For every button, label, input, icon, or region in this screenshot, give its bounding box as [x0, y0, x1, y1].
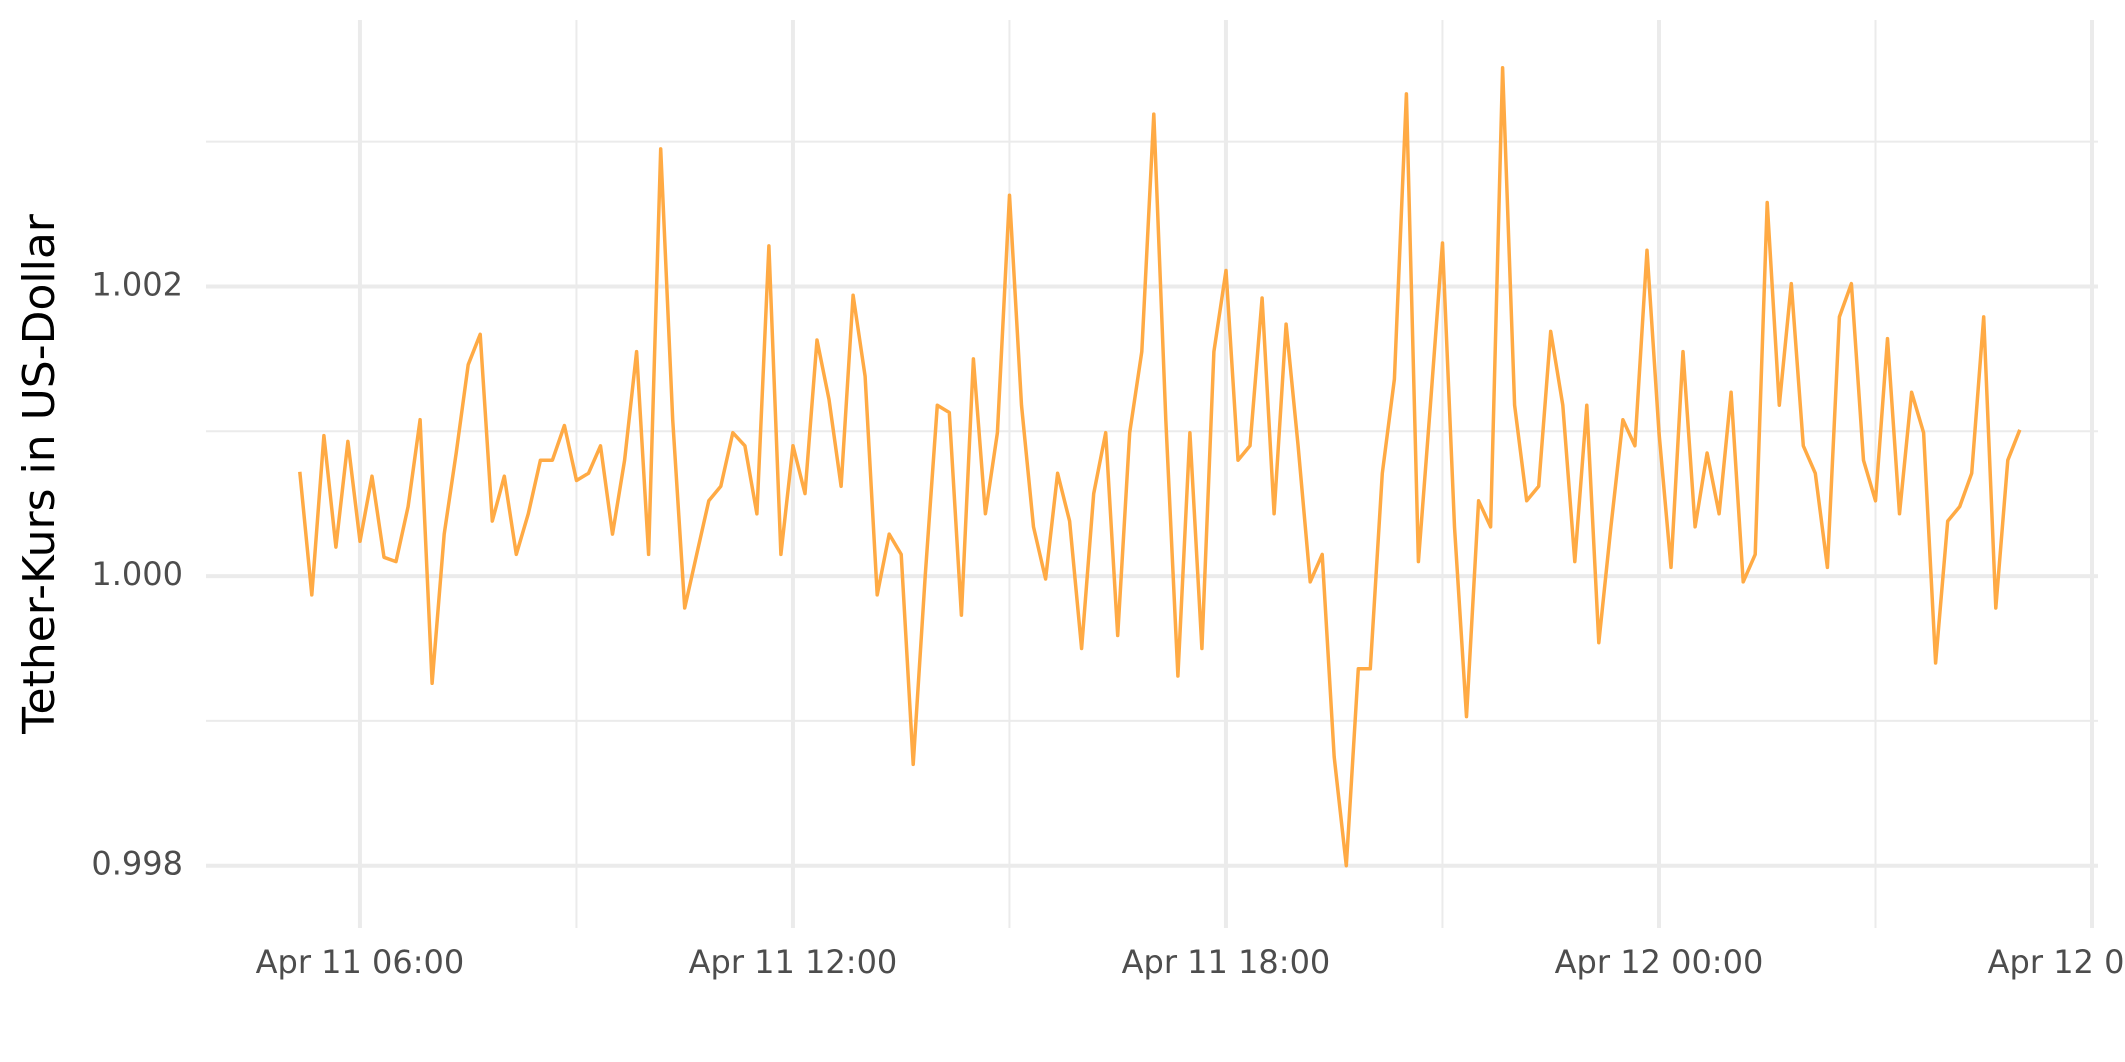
x-tick-label: Apr 12 00:00: [1555, 943, 1764, 981]
y-tick-label: 1.002: [91, 265, 183, 303]
y-tick-label: 1.000: [91, 555, 183, 593]
x-tick-label: Apr 11 18:00: [1122, 943, 1331, 981]
y-tick-label: 0.998: [91, 845, 183, 883]
x-tick-label: Apr 11 12:00: [689, 943, 898, 981]
x-tick-label: Apr 11 06:00: [256, 943, 465, 981]
x-tick-label: Apr 12 06:00: [1988, 943, 2125, 981]
price-line: [298, 66, 2022, 868]
y-axis-title: Tether-Kurs in US-Dollar: [14, 213, 65, 735]
